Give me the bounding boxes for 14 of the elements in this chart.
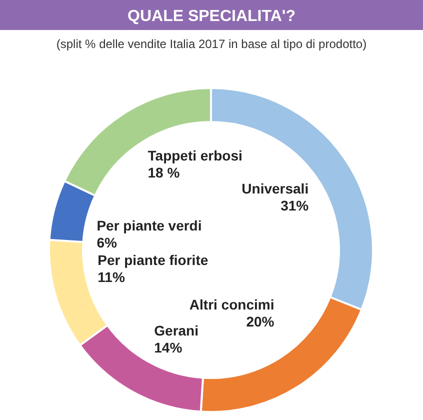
slice-label: Per piante fiorite: [98, 252, 208, 268]
data-label: 11%: [98, 268, 126, 285]
data-label: 6%: [96, 234, 118, 251]
slice-label: Gerani: [154, 322, 199, 338]
data-label: 18 %: [148, 164, 180, 180]
data-label: 14%: [154, 339, 183, 356]
data-label: 20%: [246, 314, 275, 330]
slice-label: Altri concimi: [189, 296, 274, 313]
slice-label: Universali: [242, 180, 309, 197]
chart-title: QUALE SPECIALITA'?: [128, 8, 296, 25]
data-label: 31%: [280, 198, 310, 214]
slice-label: Per piante verdi: [96, 218, 202, 234]
chart-subtitle: (split % delle vendite Italia 2017 in base al tipo di prodotto): [56, 37, 367, 51]
slice-label: Tappeti erbosi: [148, 147, 242, 164]
